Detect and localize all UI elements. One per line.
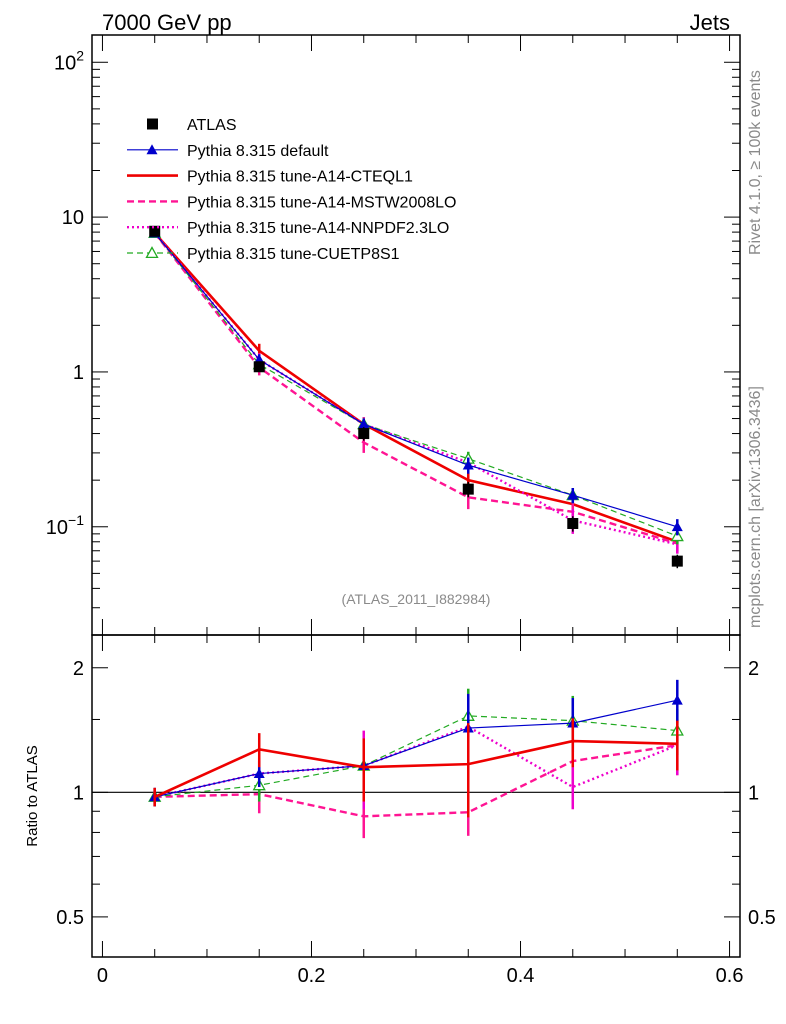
y-tick-label: 1	[73, 362, 84, 384]
y-tick-label: 10−1	[46, 512, 84, 539]
mcplots-label: mcplots.cern.ch [arXiv:1306.3436]	[747, 386, 764, 628]
legend-marker-pythia-8-315-default	[146, 144, 158, 155]
legend-entry-pythia-8-315-tune-a14-mstw2008lo: Pythia 8.315 tune-A14-MSTW2008LO	[127, 194, 456, 211]
point-pythia-8-315-default	[358, 418, 370, 429]
x-tick-label: 0.2	[298, 965, 326, 987]
axis-ticks: 102 10 1 10−1 0 0.2 0.4 0.6 2 2 1 1 0.5 0.5	[46, 35, 776, 987]
ratio-line-pythia-8-315-tune-cuetp8s1	[154, 715, 678, 798]
ratio-y-tick-label: 2	[73, 658, 84, 680]
series-pythia-8-315-tune-a14-nnpdf2-3lo	[153, 230, 679, 554]
legend-label: ATLAS	[187, 117, 237, 134]
series-pythia-8-315-default	[149, 227, 683, 536]
point-atlas	[358, 428, 370, 440]
legend-label: Pythia 8.315 default	[187, 143, 329, 160]
point-atlas	[462, 483, 474, 495]
point-pythia-8-315-tune-cuetp8s1	[670, 529, 684, 542]
ratio-series-group	[148, 679, 684, 839]
legend-entry-pythia-8-315-default: Pythia 8.315 default	[127, 143, 329, 160]
y-tick-label: 10	[62, 207, 84, 229]
legend-marker-pythia-8-315-tune-cuetp8s1	[145, 246, 159, 259]
point-pythia-8-315-default	[671, 521, 683, 532]
series-atlas	[149, 225, 683, 569]
header-title: 7000 GeV pp	[102, 10, 232, 35]
rivet-label: Rivet 4.1.0, ≥ 100k events	[747, 70, 764, 255]
legend-entry-pythia-8-315-tune-a14-cteql1: Pythia 8.315 tune-A14-CTEQL1	[127, 169, 413, 186]
line-pythia-8-315-tune-a14-nnpdf2-3lo	[153, 232, 678, 546]
series-pythia-8-315-tune-a14-mstw2008lo	[153, 230, 679, 553]
legend-label: Pythia 8.315 tune-CUETP8S1	[187, 246, 400, 263]
legend: ATLAS Pythia 8.315 default Pythia 8.315 tu…	[127, 117, 456, 263]
ratio-y-tick-label: 0.5	[56, 907, 84, 929]
ratio-point-pythia-8-315-default	[253, 768, 265, 778]
ratio-y-tick-label-right: 1	[748, 782, 759, 804]
ratio-line-pythia-8-315-tune-a14-cteql1	[154, 739, 678, 799]
series-pythia-8-315-tune-cuetp8s1	[148, 226, 684, 545]
line-pythia-8-315-default	[154, 232, 678, 528]
ratio-line-pythia-8-315-default	[154, 699, 678, 798]
legend-entry-pythia-8-315-tune-cuetp8s1: Pythia 8.315 tune-CUETP8S1	[127, 246, 400, 263]
ratio-point-pythia-8-315-default	[671, 694, 683, 705]
point-atlas	[671, 555, 683, 567]
legend-label: Pythia 8.315 tune-A14-NNPDF2.3LO	[187, 220, 449, 237]
line-pythia-8-315-tune-cuetp8s1	[154, 232, 678, 537]
x-tick-label: 0.4	[507, 965, 535, 987]
ratio-y-tick-label-right: 0.5	[748, 907, 776, 929]
legend-entry-atlas: ATLAS	[147, 117, 237, 134]
legend-entry-pythia-8-315-tune-a14-nnpdf2-3lo: Pythia 8.315 tune-A14-NNPDF2.3LO	[127, 220, 449, 237]
point-atlas	[567, 517, 579, 529]
line-pythia-8-315-tune-a14-cteql1	[153, 232, 678, 544]
legend-label: Pythia 8.315 tune-A14-MSTW2008LO	[187, 194, 456, 211]
legend-marker-atlas	[147, 118, 158, 130]
x-tick-label: 0.6	[716, 965, 744, 987]
point-pythia-8-315-default	[567, 489, 579, 500]
point-atlas	[253, 361, 265, 373]
analysis-id: (ATLAS_2011_I882984)	[342, 591, 491, 607]
ratio-y-tick-label: 1	[73, 782, 84, 804]
line-pythia-8-315-tune-a14-mstw2008lo	[153, 232, 678, 545]
main-series-group	[148, 225, 684, 569]
ratio-ylabel: Ratio to ATLAS	[24, 745, 41, 846]
ratio-y-tick-label-right: 2	[748, 658, 759, 680]
legend-label: Pythia 8.315 tune-A14-CTEQL1	[187, 169, 413, 186]
x-tick-label: 0	[97, 965, 108, 987]
point-pythia-8-315-default	[462, 459, 474, 470]
ratio-series-pythia-8-315-tune-cuetp8s1	[148, 688, 684, 807]
y-tick-label: 102	[54, 47, 84, 74]
header-process: Jets	[690, 10, 730, 35]
ratio-series-pythia-8-315-tune-a14-cteql1	[153, 718, 679, 818]
point-atlas	[149, 225, 161, 237]
ratio-line-pythia-8-315-tune-a14-mstw2008lo	[154, 743, 678, 818]
